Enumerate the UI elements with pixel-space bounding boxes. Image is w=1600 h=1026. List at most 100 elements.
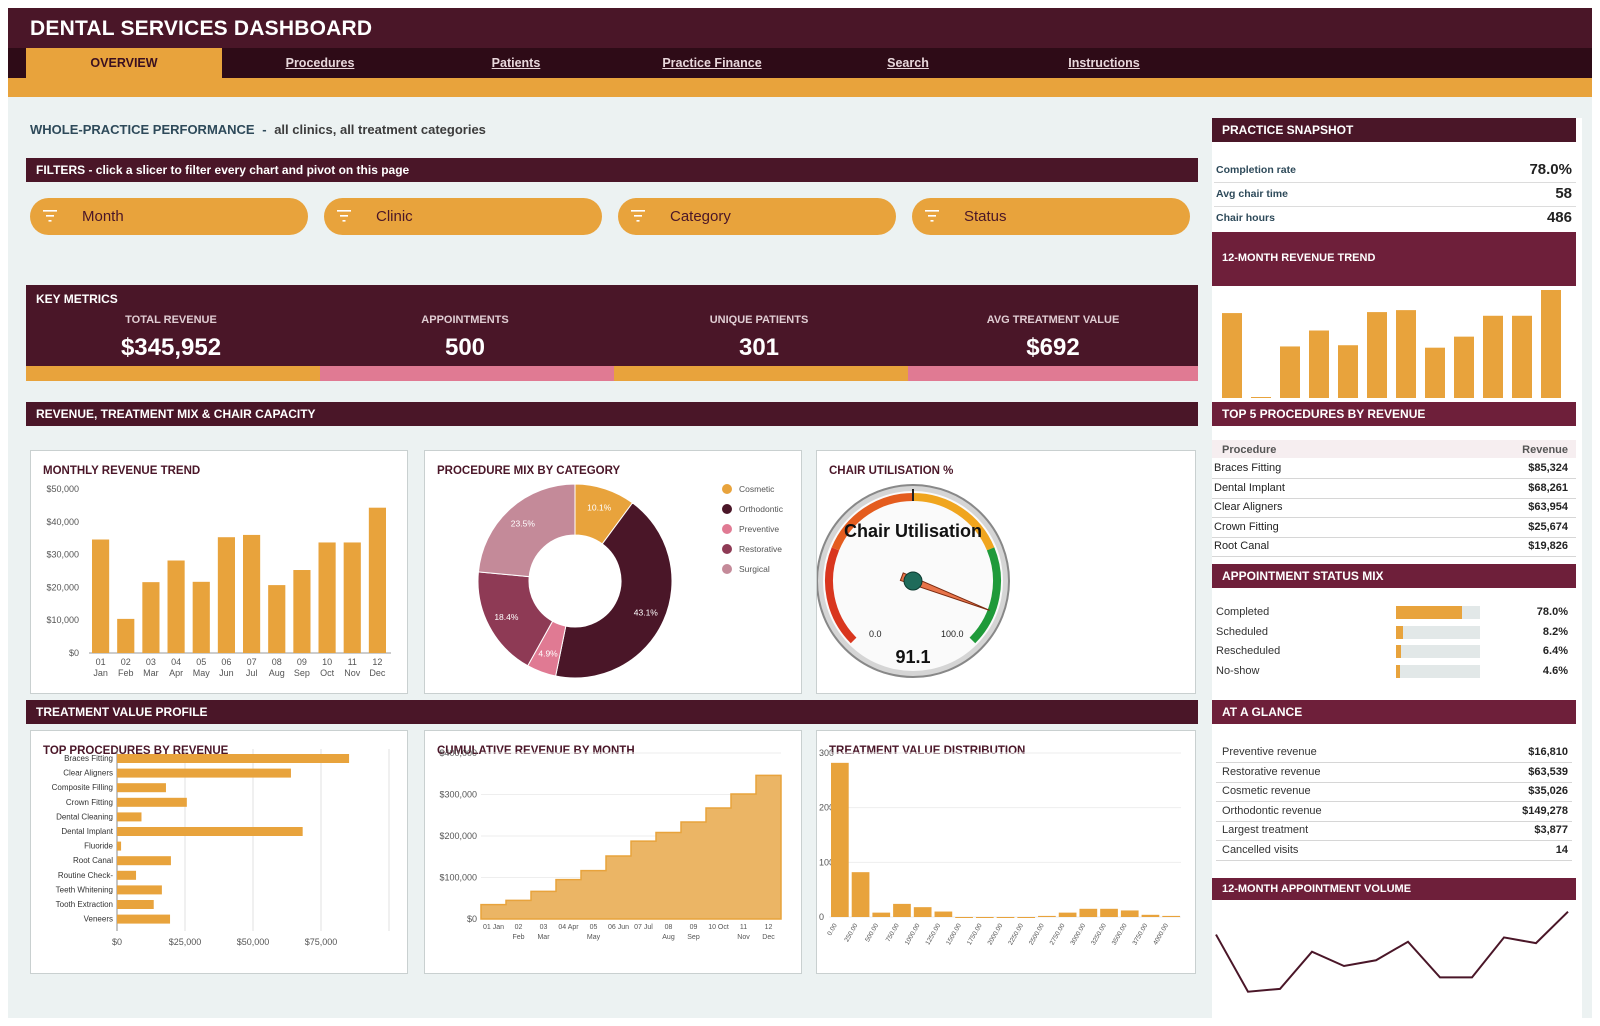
status-bar-fill (1396, 645, 1402, 658)
distribution-bar (975, 917, 994, 918)
trend12-bar (1309, 330, 1329, 398)
page-heading: WHOLE-PRACTICE PERFORMANCE - all clinics… (30, 122, 486, 137)
top5-colheader-bg (1212, 440, 1576, 458)
slicer-clinic-label: Clinic (376, 208, 413, 225)
divider (1212, 478, 1576, 479)
mix-slice (555, 502, 673, 679)
x-tick-label: 02 (515, 924, 523, 931)
divider (1212, 497, 1576, 499)
x-tick-label: 1500.00 (945, 922, 963, 946)
tab-bar (8, 48, 1592, 78)
chair-utilisation-title: CHAIR UTILISATION % (829, 465, 954, 477)
section-treatment-value-header: TREATMENT VALUE PROFILE (26, 700, 1198, 724)
x-tick-sublabel: Feb (118, 668, 134, 678)
slicer-category-label: Category (670, 208, 731, 225)
slicer-clinic[interactable]: Clinic (324, 198, 602, 235)
gauge-min-label: 0.0 (869, 629, 882, 639)
procedure-bar (117, 797, 187, 807)
x-tick-label: 2500.00 (1028, 922, 1046, 946)
tab-instructions[interactable]: Instructions (1068, 56, 1140, 70)
mix-slice-label: 4.9% (538, 649, 558, 659)
cumulative-revenue-card: CUMULATIVE REVENUE BY MONTH $0 $100,000 $2… (424, 730, 802, 974)
y-tick-label: Root Canal (73, 856, 113, 865)
revenue-bar (318, 542, 336, 653)
filter-icon (337, 210, 351, 222)
legend-label: Cosmetic (739, 484, 775, 494)
x-tick-sublabel: Sep (687, 934, 700, 941)
procedure-bar (117, 900, 154, 909)
slicer-status[interactable]: Status (912, 198, 1190, 235)
glance-label: Restorative revenue (1222, 765, 1321, 778)
top5-row-name: Crown Fitting (1214, 520, 1279, 533)
key-metrics-panel (26, 285, 1198, 381)
distribution-bar (1079, 908, 1098, 917)
status-bar-fill (1396, 664, 1400, 678)
x-tick-label: 03 (540, 924, 548, 931)
tab-overview[interactable]: OVERVIEW (26, 48, 222, 78)
x-tick-sublabel: Mar (143, 668, 159, 678)
divider (1216, 859, 1572, 861)
slicer-month[interactable]: Month (30, 198, 308, 235)
x-tick-label: 12 (372, 657, 382, 667)
revenue-bar (142, 582, 160, 653)
x-tick-sublabel: Feb (512, 934, 524, 941)
filters-hint: click a slicer to filter every chart and… (95, 163, 410, 177)
legend-swatch (722, 504, 732, 514)
glance-label: Orthodontic revenue (1222, 804, 1322, 817)
glance-label: Cosmetic revenue (1222, 785, 1311, 797)
app-title: DENTAL SERVICES DASHBOARD (30, 17, 373, 40)
trend12-bar (1512, 315, 1532, 398)
x-tick-sublabel: Sep (294, 668, 310, 678)
procedure-bar (117, 783, 166, 793)
distribution-bar (1162, 915, 1180, 917)
volume12-chart (1215, 911, 1569, 993)
distribution-bar (1017, 917, 1036, 918)
x-tick-label: $25,000 (169, 937, 202, 947)
filter-icon (631, 210, 645, 222)
gauge-needle (899, 572, 990, 611)
x-tick-label: 06 Jun (608, 924, 629, 931)
status-label: Completed (1216, 606, 1270, 618)
x-tick-label: 05 (590, 924, 598, 931)
y-tick-label: $200,000 (439, 831, 477, 841)
trend12-bar (1425, 347, 1445, 398)
distribution-bar (1120, 910, 1139, 917)
snapshot-completion-label: Completion rate (1216, 164, 1296, 176)
tab-practice-finance[interactable]: Practice Finance (662, 56, 762, 70)
y-tick-label: Composite Filling (52, 783, 113, 792)
tab-patients[interactable]: Patients (491, 56, 541, 70)
status-bar-track (1396, 625, 1480, 639)
divider (1212, 536, 1576, 538)
metric-total-revenue-label: TOTAL REVENUE (125, 314, 217, 326)
x-tick-label: 2000.00 (987, 922, 1005, 946)
chair-utilisation-gauge: Chair Utilisation 0.0 100.0 91.1 (817, 484, 1010, 678)
title-bar: DENTAL SERVICES DASHBOARD (8, 8, 1592, 48)
slicer-category[interactable]: Category (618, 198, 896, 235)
x-tick-label: 05 (196, 657, 206, 667)
volume-line (1215, 911, 1569, 993)
monthly-revenue-chart: $0$10,000$20,000$30,000$40,000$50,00001J… (46, 484, 391, 678)
tab-search[interactable]: Search (887, 56, 929, 70)
y-tick-label: $30,000 (46, 550, 79, 560)
slicer-month-label: Month (82, 208, 124, 225)
procedure-bar (117, 914, 171, 924)
x-tick-label: $0 (112, 937, 122, 947)
cumulative-revenue-title: CUMULATIVE REVENUE BY MONTH (437, 745, 635, 757)
status-bar-fill (1396, 606, 1462, 619)
treatment-distribution-card: TREATMENT VALUE DISTRIBUTION 0 100 200 300 0… (816, 730, 1196, 974)
revenue-bar (243, 534, 261, 653)
legend-label: Surgical (739, 564, 770, 574)
x-tick-sublabel: May (193, 668, 211, 678)
x-tick-label: 500.00 (864, 922, 880, 943)
divider (1212, 517, 1576, 518)
procedure-bar (117, 856, 171, 866)
x-tick-label: 01 Jan (483, 924, 504, 931)
revenue-bar (92, 539, 110, 653)
x-tick-label: 250.00 (843, 922, 859, 943)
revenue-bar (293, 570, 311, 653)
mix-slice-label: 23.5% (511, 519, 536, 529)
gauge-max-label: 100.0 (941, 629, 964, 639)
snapshot-chair-time-label: Avg chair time (1216, 188, 1288, 200)
x-tick-label: 750.00 (885, 922, 901, 943)
tab-procedures[interactable]: Procedures (285, 56, 355, 70)
